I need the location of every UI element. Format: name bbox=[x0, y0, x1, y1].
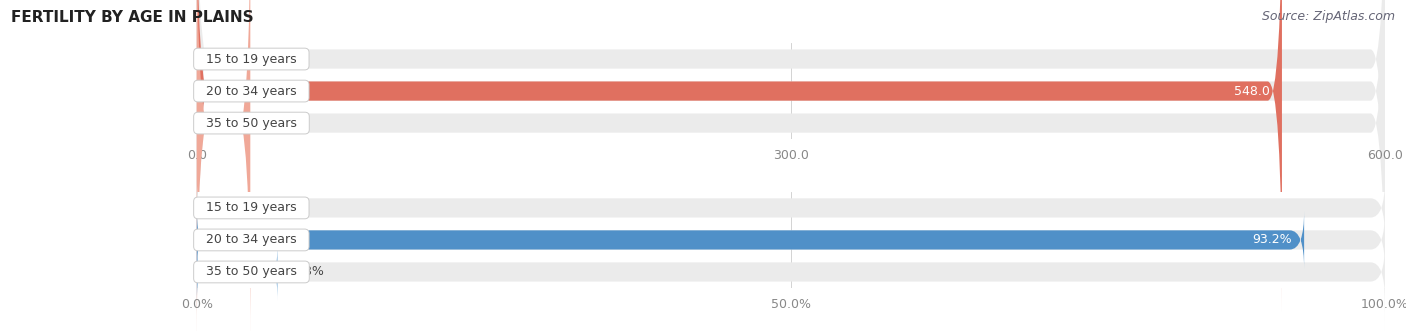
FancyBboxPatch shape bbox=[197, 243, 277, 301]
Text: 20 to 34 years: 20 to 34 years bbox=[198, 233, 305, 247]
Text: 548.0: 548.0 bbox=[1234, 84, 1270, 98]
Text: FERTILITY BY AGE IN PLAINS: FERTILITY BY AGE IN PLAINS bbox=[11, 10, 254, 25]
FancyBboxPatch shape bbox=[197, 243, 1385, 301]
Text: Source: ZipAtlas.com: Source: ZipAtlas.com bbox=[1261, 10, 1395, 23]
Text: 93.2%: 93.2% bbox=[1253, 233, 1292, 247]
FancyBboxPatch shape bbox=[197, 0, 1385, 280]
Text: 20 to 34 years: 20 to 34 years bbox=[198, 84, 305, 98]
FancyBboxPatch shape bbox=[197, 0, 250, 331]
Text: 15 to 19 years: 15 to 19 years bbox=[198, 53, 305, 66]
FancyBboxPatch shape bbox=[197, 0, 1385, 331]
Text: 0.0: 0.0 bbox=[211, 53, 231, 66]
Text: 35 to 50 years: 35 to 50 years bbox=[198, 265, 305, 278]
FancyBboxPatch shape bbox=[197, 211, 1305, 269]
FancyBboxPatch shape bbox=[197, 0, 1385, 312]
FancyBboxPatch shape bbox=[197, 0, 1282, 312]
Text: 27.0: 27.0 bbox=[264, 117, 292, 129]
Text: 15 to 19 years: 15 to 19 years bbox=[198, 202, 305, 214]
FancyBboxPatch shape bbox=[197, 211, 1385, 269]
Text: 6.8%: 6.8% bbox=[292, 265, 323, 278]
Text: 0.0%: 0.0% bbox=[211, 202, 243, 214]
Text: 35 to 50 years: 35 to 50 years bbox=[198, 117, 305, 129]
FancyBboxPatch shape bbox=[197, 179, 1385, 237]
